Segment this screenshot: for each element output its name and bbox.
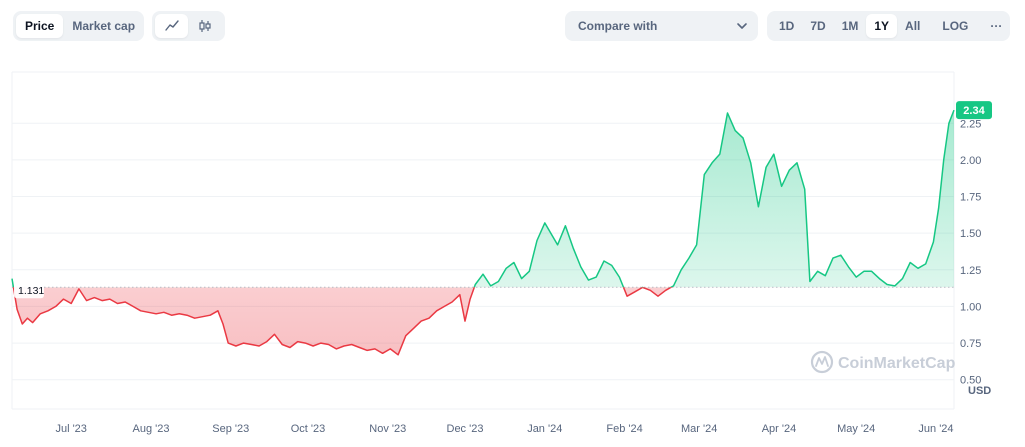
- x-tick-label: Aug '23: [132, 423, 169, 435]
- grid-lines: [12, 122, 954, 381]
- y-tick-label: 2.00: [960, 155, 981, 167]
- watermark-text: CoinMarketCap: [838, 355, 956, 372]
- compare-with-label: Compare with: [578, 19, 658, 33]
- price-line-up: [11, 109, 955, 288]
- line-chart-icon[interactable]: [155, 14, 188, 38]
- y-tick-label: 1.25: [960, 265, 981, 277]
- y-tick-label: 0.50: [960, 375, 981, 387]
- x-tick-label: Feb '24: [606, 423, 642, 435]
- log-scale-toggle[interactable]: LOG: [942, 19, 969, 33]
- y-axis-labels: 0.50 0.75 1.00 1.25 1.50 1.75 2.00 2.25: [960, 118, 981, 386]
- price-line-down: [12, 287, 673, 356]
- x-tick-label: Jan '24: [527, 423, 562, 435]
- chart-type-toggle: [152, 11, 225, 41]
- baseline-value: 1.131: [18, 285, 44, 297]
- x-tick-label: Oct '23: [291, 423, 326, 435]
- baseline-label: 1.131: [14, 282, 44, 299]
- view-toggle: Price Market cap: [13, 11, 144, 41]
- range-1y[interactable]: 1Y: [866, 14, 898, 38]
- x-tick-label: Apr '24: [762, 423, 797, 435]
- price-tab[interactable]: Price: [16, 14, 64, 38]
- area-above-baseline: [12, 110, 954, 288]
- area-below-baseline: [13, 287, 672, 355]
- range-all[interactable]: All: [905, 19, 921, 33]
- x-tick-label: Dec '23: [447, 423, 484, 435]
- compare-with-dropdown[interactable]: Compare with: [565, 11, 758, 41]
- market-cap-tab[interactable]: Market cap: [72, 19, 136, 33]
- y-tick-label: 1.75: [960, 192, 981, 204]
- x-tick-label: Jul '23: [55, 423, 86, 435]
- current-price-badge: 2.34: [956, 101, 992, 120]
- current-price-value: 2.34: [963, 105, 985, 117]
- x-axis-labels: Jul '23 Aug '23 Sep '23 Oct '23 Nov '23 Dec '…: [55, 423, 953, 435]
- range-1m[interactable]: 1M: [841, 19, 859, 33]
- x-tick-label: Sep '23: [212, 423, 249, 435]
- y-tick-label: 1.00: [960, 301, 981, 313]
- currency-unit-label: USD: [968, 385, 991, 397]
- y-tick-label: 0.75: [960, 338, 981, 350]
- x-tick-label: May '24: [837, 423, 875, 435]
- coinmarketcap-logo-icon: [810, 350, 834, 374]
- x-tick-label: Jun '24: [918, 423, 953, 435]
- range-selector: 1D 7D 1M 1Y All LOG ···: [767, 11, 1010, 41]
- range-1d[interactable]: 1D: [779, 19, 795, 33]
- candlestick-icon[interactable]: [188, 14, 221, 38]
- x-tick-label: Mar '24: [681, 423, 717, 435]
- range-7d[interactable]: 7D: [810, 19, 826, 33]
- chevron-down-icon: [737, 23, 747, 29]
- x-tick-label: Nov '23: [369, 423, 406, 435]
- more-options-button[interactable]: ···: [990, 19, 1003, 33]
- y-tick-label: 1.50: [960, 228, 981, 240]
- y-tick-label: 2.25: [960, 118, 981, 130]
